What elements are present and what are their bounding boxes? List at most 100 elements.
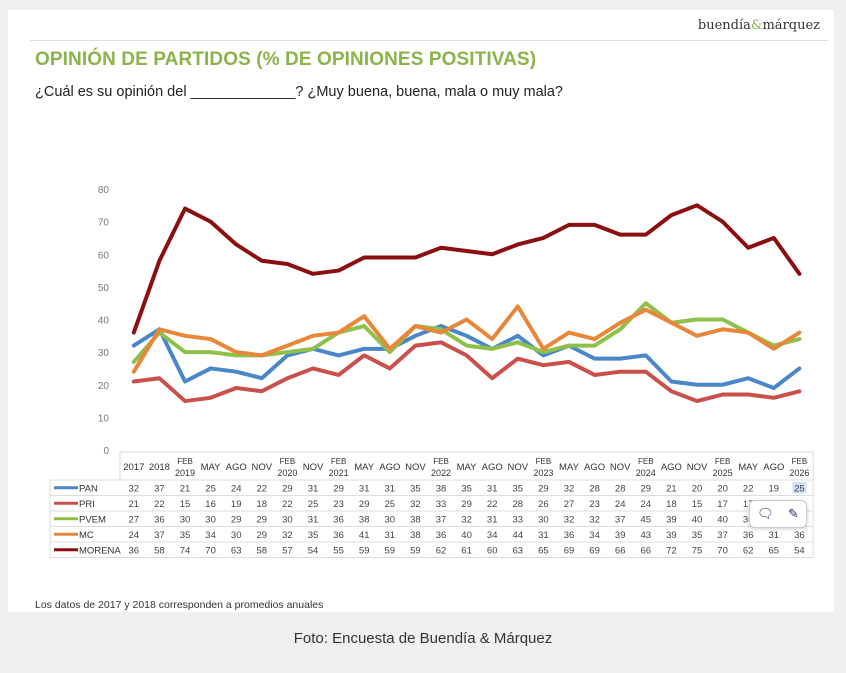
x-category-label: MAY (457, 462, 478, 473)
selection-popup: 🗨 ✎ (749, 500, 807, 528)
table-cell-value: 35 (513, 483, 524, 494)
table-cell-value: 18 (257, 499, 268, 510)
table-cell-value: 20 (692, 483, 703, 494)
table-cell-value: 21 (666, 483, 677, 494)
x-category-label: 2017 (123, 462, 144, 473)
table-cell-value: 66 (615, 545, 626, 556)
table-cell-value: 62 (436, 545, 447, 556)
x-category-label: MAY (559, 462, 580, 473)
table-cell-value: 28 (615, 483, 626, 494)
table-cell-value: 57 (282, 545, 293, 556)
table-cell-value: 36 (794, 530, 805, 541)
x-category-label: 2022 (431, 468, 451, 478)
table-cell-value: 38 (436, 483, 447, 494)
legend-label: MC (79, 530, 94, 541)
table-cell-value: 37 (717, 530, 728, 541)
table-cell-value: 30 (282, 514, 293, 525)
table-cell-value: 25 (205, 483, 216, 494)
table-cell-value: 27 (564, 499, 575, 510)
table-cell-value: 29 (461, 499, 472, 510)
slide-card: buendía&márquez OPINIÓN DE PARTIDOS (% D… (8, 10, 834, 612)
table-cell-value: 37 (154, 483, 165, 494)
table-cell-value: 37 (154, 530, 165, 541)
table-cell-value: 21 (129, 499, 140, 510)
legend-label: PRI (79, 499, 95, 510)
table-cell-value: 70 (205, 545, 216, 556)
table-cell-value: 63 (513, 545, 524, 556)
table-cell-value: 31 (385, 483, 396, 494)
table-cell-value: 28 (589, 483, 600, 494)
x-category-label: MAY (738, 462, 759, 473)
table-cell-value: 24 (231, 483, 242, 494)
legend-label: MORENA (79, 545, 121, 556)
table-cell-value: 30 (538, 514, 549, 525)
brand-left: buendía (697, 18, 751, 33)
x-category-label: AGO (584, 462, 605, 473)
table-cell-value: 18 (666, 499, 677, 510)
table-cell-value: 19 (769, 483, 780, 494)
series-line-pri (131, 340, 802, 404)
footnote: Los datos de 2017 y 2018 corresponden a … (35, 599, 324, 611)
series-line-mc (131, 304, 802, 374)
table-cell-value: 31 (769, 530, 780, 541)
table-cell-value: 29 (359, 499, 370, 510)
table-cell-value: 36 (129, 545, 140, 556)
x-category-label: FEB (433, 457, 449, 466)
x-category-label: 2020 (277, 468, 297, 478)
y-tick-label: 20 (98, 381, 110, 392)
table-cell-value: 23 (589, 499, 600, 510)
comment-icon[interactable]: 🗨 (757, 506, 774, 521)
table-cell-value: 36 (743, 514, 754, 525)
table-cell-value: 16 (205, 499, 216, 510)
table-cell-value: 38 (410, 514, 421, 525)
table-cell-value: 59 (410, 545, 421, 556)
table-cell-value: 36 (333, 514, 344, 525)
table-cell-value: 17 (717, 499, 728, 510)
table-cell-value: 17 (743, 499, 754, 510)
table-cell-value: 28 (513, 499, 524, 510)
table-cell-value: 59 (359, 545, 370, 556)
table-cell-value: 40 (461, 530, 472, 541)
table-cell-value: 32 (589, 514, 600, 525)
table-cell-value: 29 (641, 483, 652, 494)
table-cell-value: 25 (308, 499, 319, 510)
series-line-morena (131, 203, 802, 335)
table-cell-value: 37 (615, 514, 626, 525)
table-cell-value: 61 (461, 545, 472, 556)
x-category-label: AGO (226, 462, 247, 473)
table-cell-value: 24 (615, 499, 626, 510)
table-cell-value: 31 (538, 530, 549, 541)
y-tick-label: 30 (98, 348, 110, 359)
table-cell-value: 15 (180, 499, 191, 510)
brand-logo: buendía&márquez (698, 18, 820, 33)
table-cell-value: 36 (743, 530, 754, 541)
table-cell-value: 35 (410, 483, 421, 494)
table-cell-value: 29 (538, 483, 549, 494)
table-cell-value: 24 (129, 530, 140, 541)
table-cell-value: 26 (538, 499, 549, 510)
table-cell-value: 22 (743, 483, 754, 494)
table-cell-value: 43 (641, 530, 652, 541)
table-cell-value: 36 (154, 514, 165, 525)
table-cell-value: 54 (794, 545, 805, 556)
table-cell-value: 29 (282, 483, 293, 494)
y-tick-label: 60 (98, 250, 110, 261)
table-cell-value: 75 (692, 545, 703, 556)
table-row-border (49, 541, 814, 558)
table-cell-value: 74 (180, 545, 191, 556)
table-cell-value: 23 (333, 499, 344, 510)
table-cell-value: 29 (257, 514, 268, 525)
table-cell-value: 20 (717, 483, 728, 494)
highlighter-icon[interactable]: ✎ (787, 506, 799, 521)
table-cell-value: 40 (692, 514, 703, 525)
x-category-label: 2018 (149, 462, 170, 473)
header-divider (30, 40, 828, 41)
table-cell-value: 39 (666, 514, 677, 525)
table-cell-value: 34 (589, 530, 600, 541)
series-line-pan (131, 324, 802, 391)
table-cell-value: 33 (436, 499, 447, 510)
table-cell-value: 35 (692, 530, 703, 541)
selected-cell-highlight (792, 482, 807, 494)
table-cell-value: 37 (436, 514, 447, 525)
